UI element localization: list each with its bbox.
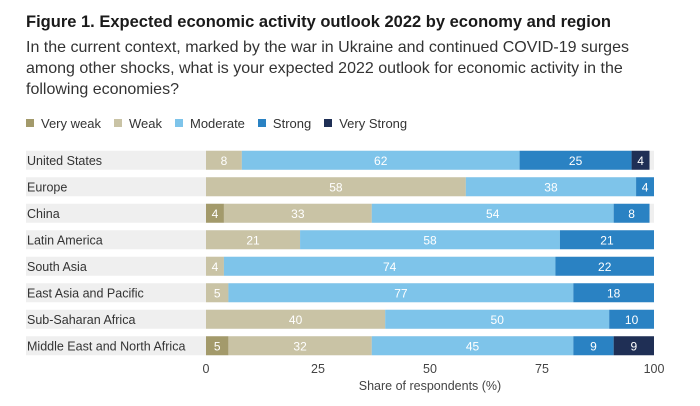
bar-segment-strong xyxy=(573,336,614,356)
bar-segment-strong xyxy=(636,177,654,197)
data-label: 54 xyxy=(486,207,500,221)
data-label: 25 xyxy=(569,154,583,168)
bar-segment-weak xyxy=(223,203,372,223)
x-axis-title: Share of respondents (%) xyxy=(359,379,501,393)
data-label: 58 xyxy=(423,233,437,247)
legend-item-very-weak: Very weak xyxy=(26,116,101,131)
chart-title: Figure 1. Expected economic activity out… xyxy=(26,13,611,31)
legend-swatch-moderate xyxy=(174,119,183,127)
bar-segment-moderate xyxy=(371,336,574,356)
bar-segment-weak xyxy=(206,177,466,197)
legend-label-strong: Strong xyxy=(272,115,312,131)
data-label: 74 xyxy=(383,260,397,274)
data-label: 45 xyxy=(466,339,480,353)
data-label: 8 xyxy=(628,207,635,221)
bar-segment-very-strong xyxy=(631,150,650,170)
legend-item-strong: Strong xyxy=(257,115,312,131)
data-label: 21 xyxy=(600,233,614,247)
data-label: 32 xyxy=(293,339,307,353)
data-label: 38 xyxy=(544,180,558,194)
legend-swatch-very-strong xyxy=(324,119,333,127)
x-tick-label: 75 xyxy=(535,362,549,376)
x-tick-label: 50 xyxy=(423,362,437,376)
category-label: South Asia xyxy=(27,260,87,274)
bar-segment-weak xyxy=(206,230,301,250)
bar-segment-moderate xyxy=(371,203,614,223)
bar-segment-strong xyxy=(573,283,654,303)
bar-segment-very-weak xyxy=(206,336,229,356)
legend-label-weak: Weak xyxy=(128,115,162,131)
data-label: 77 xyxy=(394,286,408,300)
bar-segment-strong xyxy=(609,309,654,329)
bar-segment-moderate xyxy=(223,256,556,276)
data-label: 4 xyxy=(642,180,649,194)
data-label: 21 xyxy=(246,233,260,247)
data-label: 5 xyxy=(214,339,221,353)
legend-label-very-strong: Very Strong xyxy=(339,115,408,131)
data-label: 40 xyxy=(289,313,303,327)
data-label: 22 xyxy=(598,260,612,274)
bar-segment-moderate xyxy=(385,309,610,329)
bar-segment-moderate xyxy=(300,230,560,250)
bar-segment-weak xyxy=(228,336,372,356)
data-label: 4 xyxy=(212,260,219,274)
bar-segment-moderate xyxy=(465,177,637,197)
x-tick-label: 100 xyxy=(644,362,665,376)
data-label: 5 xyxy=(214,286,221,300)
category-label: China xyxy=(27,207,60,221)
legend-swatch-very-weak xyxy=(26,119,34,127)
bar-segment-moderate xyxy=(241,150,520,170)
bar-segment-weak xyxy=(206,309,386,329)
data-label: 33 xyxy=(291,207,305,221)
x-tick-label: 0 xyxy=(203,362,210,376)
category-label: East Asia and Pacific xyxy=(27,286,144,300)
bar-segment-very-strong xyxy=(613,336,654,356)
category-label: Europe xyxy=(27,180,67,194)
data-label: 50 xyxy=(491,313,505,327)
legend-label-very-weak: Very weak xyxy=(41,115,101,131)
category-label: United States xyxy=(27,154,102,168)
data-label: 9 xyxy=(590,339,597,353)
chart-legend: Very weak Weak Moderate Strong Very Stro… xyxy=(26,115,420,131)
legend-swatch-weak xyxy=(113,119,122,127)
data-label: 62 xyxy=(374,154,388,168)
legend-item-weak: Weak xyxy=(113,115,162,131)
bar-segment-moderate xyxy=(228,283,574,303)
bar-segment-weak xyxy=(206,150,242,170)
bar-segment-weak xyxy=(206,256,224,276)
legend-item-very-strong: Very Strong xyxy=(324,116,407,131)
bar-segment-strong xyxy=(555,256,654,276)
category-label: Latin America xyxy=(27,233,103,247)
chart-subtitle: In the current context, marked by the wa… xyxy=(26,39,629,98)
data-label: 4 xyxy=(637,154,644,168)
data-label: 58 xyxy=(329,180,343,194)
bar-segment-strong xyxy=(519,150,632,170)
legend-item-moderate: Moderate xyxy=(174,115,245,131)
data-label: 9 xyxy=(630,339,637,353)
data-label: 18 xyxy=(607,286,621,300)
data-label: 4 xyxy=(212,207,219,221)
bar-segment-very-weak xyxy=(206,203,224,223)
category-label: Middle East and North Africa xyxy=(27,339,185,353)
legend-label-moderate: Moderate xyxy=(189,115,245,131)
data-label: 10 xyxy=(625,313,639,327)
bar-segment-strong xyxy=(559,230,654,250)
x-tick-label: 25 xyxy=(311,362,325,376)
legend-swatch-strong xyxy=(257,119,266,127)
bar-segment-weak xyxy=(206,283,229,303)
bar-segment-strong xyxy=(613,203,650,223)
category-label: Sub-Saharan Africa xyxy=(27,313,135,327)
data-label: 8 xyxy=(221,154,228,168)
